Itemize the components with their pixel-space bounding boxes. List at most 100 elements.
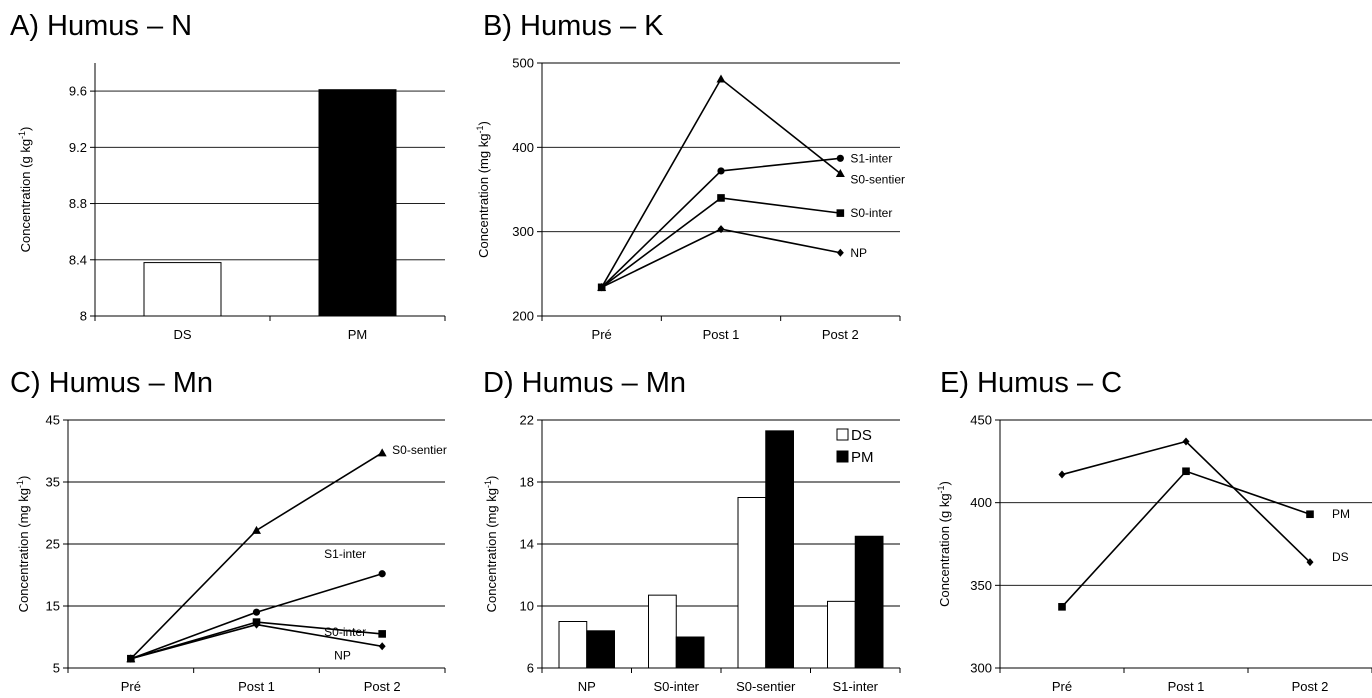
series-label: NP: [850, 246, 867, 260]
diamond-marker: [1182, 437, 1190, 446]
legend-label: PM: [851, 449, 874, 466]
y-tick-label: 9.2: [69, 140, 87, 155]
bar-pm: [765, 430, 794, 669]
x-tick-label: S0-inter: [653, 679, 699, 694]
chart-c: C) Humus – Mn 5 15 25 35 45 Pré Post 1 Post 2 Con…: [10, 367, 447, 694]
y-axis-label: Concentration (mg kg-1): [15, 476, 31, 613]
y-tick-label: 35: [46, 475, 60, 490]
diamond-marker: [253, 620, 260, 629]
chart-title: D) Humus – Mn: [483, 367, 686, 399]
bar-ds: [143, 262, 222, 317]
series-label: S0-sentier: [850, 172, 905, 186]
circle-marker: [717, 167, 725, 175]
diamond-marker: [598, 283, 606, 292]
y-tick-label: 300: [512, 224, 534, 239]
y-tick-label: 500: [512, 56, 534, 71]
bar-ds: [827, 600, 856, 669]
square-marker: [836, 209, 845, 217]
series-line: [600, 77, 841, 288]
chart-b: B) Humus – K 200 300 400 500 Pré Post 1 Post 2 C…: [475, 10, 905, 342]
diamond-marker: [1058, 470, 1066, 479]
x-tick-label: S1-inter: [832, 679, 878, 694]
y-tick-label: 14: [520, 537, 534, 552]
y-tick-label: 45: [46, 413, 60, 428]
legend-swatch: [836, 450, 849, 463]
triangle-marker: [377, 448, 387, 457]
x-tick-label: Post 1: [238, 679, 275, 694]
diamond-marker: [1306, 558, 1314, 567]
x-tick-label: DS: [173, 327, 191, 342]
square-marker: [378, 630, 386, 638]
series-line: [601, 228, 841, 289]
square-marker: [1306, 510, 1314, 519]
x-tick-label: Post 2: [364, 679, 401, 694]
series-line: [130, 572, 383, 660]
triangle-marker: [835, 168, 845, 177]
y-tick-label: 8.8: [69, 196, 87, 211]
x-tick-label: Pré: [121, 679, 141, 694]
series-line: [1061, 470, 1311, 608]
y-tick-label: 400: [970, 495, 992, 510]
chart-title: A) Humus – N: [10, 10, 192, 42]
y-tick-label: 25: [46, 537, 60, 552]
y-axis-label: Concentration (g kg-1): [936, 481, 952, 607]
x-tick-label: S0-sentier: [736, 679, 796, 694]
y-axis-label: Concentration (g kg-1): [17, 127, 33, 253]
y-tick-label: 18: [520, 475, 534, 490]
chart-title: B) Humus – K: [483, 10, 664, 42]
x-tick-label: Post 1: [1168, 679, 1205, 694]
series-label: PM: [1332, 507, 1350, 521]
bar-ds: [737, 497, 767, 669]
diamond-marker: [836, 248, 844, 257]
legend-label: DS: [851, 427, 872, 444]
y-tick-label: 5: [53, 661, 60, 676]
y-tick-label: 350: [970, 578, 992, 593]
square-marker: [1182, 467, 1190, 476]
chart-title: E) Humus – C: [940, 367, 1122, 399]
series-label: S0-sentier: [392, 443, 447, 457]
y-axis-label: Concentration (mg kg-1): [483, 476, 499, 613]
y-tick-label: 450: [970, 413, 992, 428]
bar-ds: [558, 621, 588, 669]
circle-marker: [378, 570, 386, 578]
series-label: S0-inter: [324, 625, 366, 639]
triangle-marker: [716, 74, 726, 83]
circle-marker: [836, 154, 844, 162]
series-label: NP: [334, 648, 351, 662]
x-tick-label: NP: [578, 679, 596, 694]
x-tick-label: Post 1: [703, 327, 740, 342]
y-tick-label: 22: [520, 413, 534, 428]
bar-pm: [854, 535, 884, 669]
diamond-marker: [717, 225, 725, 234]
diamond-marker: [127, 654, 135, 663]
series-label: DS: [1332, 550, 1349, 564]
triangle-marker: [252, 525, 261, 534]
y-tick-label: 10: [520, 599, 534, 614]
x-tick-label: Pré: [1052, 679, 1072, 694]
series-label: S1-inter: [324, 547, 366, 561]
legend-swatch: [836, 428, 849, 441]
y-tick-label: 400: [512, 140, 534, 155]
y-axis-label: Concentration (mg kg-1): [475, 121, 491, 258]
square-marker: [1058, 603, 1066, 611]
y-tick-label: 9.6: [69, 84, 87, 99]
diamond-marker: [378, 642, 386, 651]
series-label: S1-inter: [850, 151, 892, 165]
y-tick-label: 8: [80, 309, 87, 324]
square-marker: [717, 194, 725, 202]
x-tick-label: Post 2: [822, 327, 859, 342]
series-label: S0-inter: [850, 206, 892, 220]
chart-title: C) Humus – Mn: [10, 367, 213, 399]
chart-d: D) Humus – Mn 6 10 14 18 22 NP S0-inter S0-senti…: [483, 367, 901, 694]
bar-pm: [318, 89, 397, 317]
bar-pm: [675, 636, 705, 669]
y-tick-label: 8.4: [69, 252, 87, 267]
x-tick-label: Pré: [592, 327, 612, 342]
y-tick-label: 15: [46, 599, 60, 614]
bar-ds: [648, 594, 677, 669]
y-tick-label: 6: [527, 661, 534, 676]
y-tick-label: 300: [970, 661, 992, 676]
circle-marker: [252, 608, 261, 616]
x-tick-label: Post 2: [1292, 679, 1329, 694]
